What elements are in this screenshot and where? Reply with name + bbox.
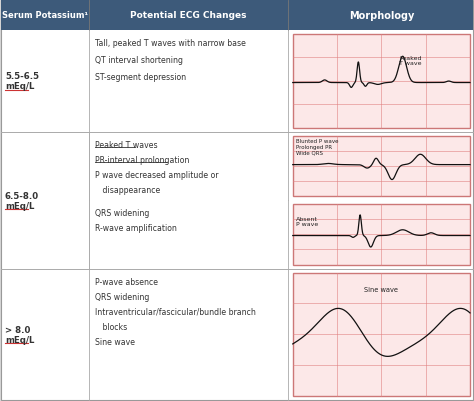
- Text: P-wave absence: P-wave absence: [95, 277, 158, 286]
- Text: Absent
P wave: Absent P wave: [296, 216, 318, 227]
- Text: Sine wave: Sine wave: [365, 286, 398, 292]
- Text: Sine wave: Sine wave: [95, 337, 135, 346]
- Text: Peaked
T wave: Peaked T wave: [399, 55, 421, 66]
- Text: disappearance: disappearance: [95, 185, 160, 194]
- Text: P wave decreased amplitude or: P wave decreased amplitude or: [95, 170, 218, 179]
- Text: QRS widening: QRS widening: [95, 209, 149, 217]
- Text: Intraventricular/fascicular/bundle branch: Intraventricular/fascicular/bundle branc…: [95, 307, 255, 316]
- Bar: [293, 136, 470, 196]
- Text: QRS widening: QRS widening: [95, 292, 149, 301]
- Text: 5.5-6.5: 5.5-6.5: [5, 72, 39, 81]
- Text: Potential ECG Changes: Potential ECG Changes: [130, 11, 246, 20]
- Text: R-wave amplification: R-wave amplification: [95, 223, 176, 233]
- Text: Tall, peaked T waves with narrow base: Tall, peaked T waves with narrow base: [95, 38, 246, 48]
- Text: ST-segment depression: ST-segment depression: [95, 73, 186, 81]
- Text: Morphology: Morphology: [349, 11, 414, 21]
- Text: PR-interval prolongation: PR-interval prolongation: [95, 155, 189, 164]
- Bar: [293, 273, 470, 396]
- Text: Peaked T waves: Peaked T waves: [95, 140, 157, 149]
- Text: 6.5-8.0: 6.5-8.0: [5, 191, 39, 200]
- Text: mEq/L: mEq/L: [5, 201, 35, 210]
- Text: mEq/L: mEq/L: [5, 82, 35, 91]
- Text: blocks: blocks: [95, 322, 127, 331]
- Text: mEq/L: mEq/L: [5, 335, 35, 344]
- Bar: [293, 205, 470, 265]
- Bar: [293, 34, 470, 128]
- Text: Blunted P wave
Prolonged PR
Wide QRS: Blunted P wave Prolonged PR Wide QRS: [296, 139, 338, 155]
- Text: QT interval shortening: QT interval shortening: [95, 56, 182, 65]
- Text: Serum Potassium¹: Serum Potassium¹: [2, 11, 88, 20]
- Text: > 8.0: > 8.0: [5, 325, 30, 334]
- Bar: [1, 1, 473, 30]
